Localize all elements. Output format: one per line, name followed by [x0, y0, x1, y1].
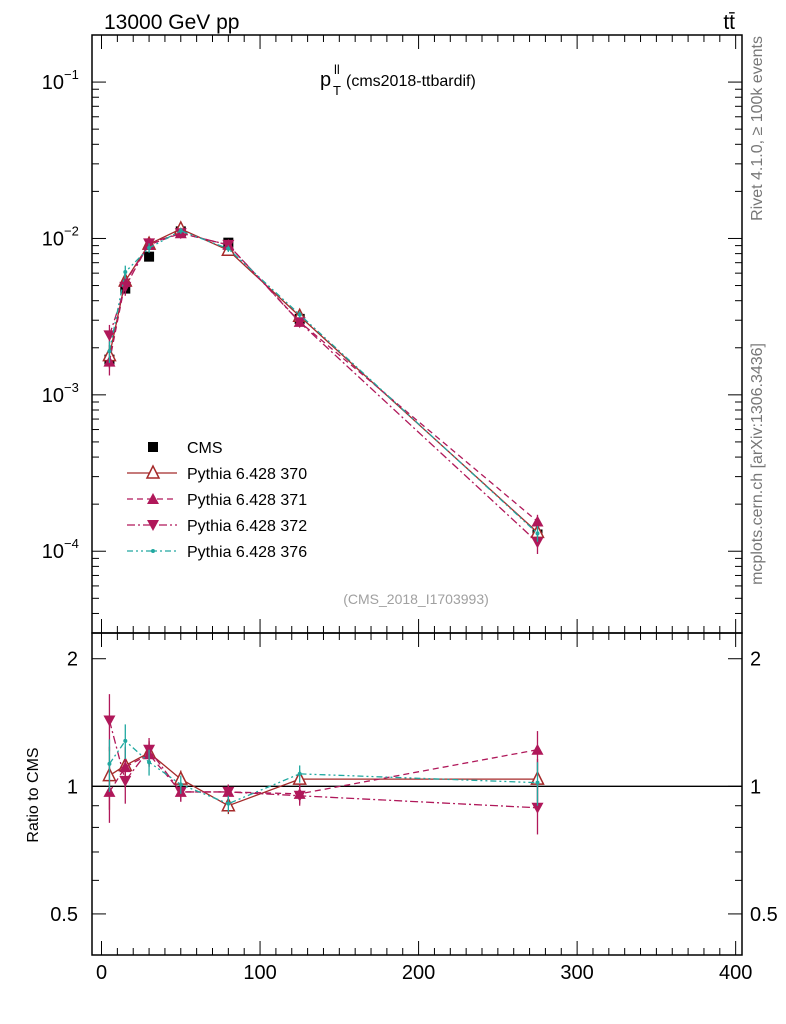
main-ytick-label: 10	[42, 385, 64, 407]
ratio-series-2-point	[119, 775, 132, 787]
legend-marker	[145, 464, 161, 479]
legend-marker	[148, 442, 158, 452]
ratio-series-2-point	[531, 802, 544, 814]
side-label-rivet: Rivet 4.1.0, ≥ 100k events	[749, 36, 766, 221]
legend-marker	[147, 493, 159, 504]
legend: CMS Pythia 6.428 370 Pythia 6.428 371 Pythi…	[127, 440, 307, 561]
series-3-point	[222, 239, 235, 251]
series-4-point	[226, 246, 231, 251]
ratio-series-3-line	[108, 739, 538, 805]
main-ytick-label: 10	[42, 541, 64, 563]
ratio-series-3-point	[123, 738, 128, 743]
legend-label: Pythia 6.428 376	[187, 544, 307, 561]
legend-label: CMS	[187, 440, 223, 457]
series-2-point	[531, 515, 544, 527]
series-3-point	[293, 317, 306, 329]
series-4-point	[297, 312, 302, 317]
series-4-point	[147, 245, 152, 250]
ratio-series-2-point	[222, 786, 235, 798]
ratio-series-2-point	[103, 715, 116, 727]
main-ytick-label-exponent: −4	[64, 536, 79, 551]
main-ytick-label: 10	[42, 228, 64, 250]
ratio-series-3-point	[107, 761, 112, 766]
series-2-line	[108, 232, 538, 522]
ratio-frame	[91, 632, 743, 956]
xtick-label: 100	[243, 962, 276, 984]
series-4-point	[123, 270, 128, 275]
ratio-series-1-line	[108, 749, 538, 795]
series-3-line	[108, 232, 538, 543]
series-4-point	[107, 349, 112, 354]
ratio-series-1-point	[531, 743, 544, 755]
series-1-line	[108, 228, 538, 533]
legend-label: Pythia 6.428 372	[187, 518, 307, 535]
ratio-panel: 0 100 200 300 400 2 2 1 1 0.5 0.5	[50, 632, 778, 984]
ratio-series-3-point	[535, 780, 540, 785]
legend-marker	[151, 549, 155, 553]
ratio-series-3-point	[178, 782, 183, 787]
series-4-point	[535, 531, 540, 536]
legend-label: Pythia 6.428 370	[187, 466, 307, 483]
ratio-ytick-label-right: 1	[750, 776, 761, 798]
legend-marker	[147, 520, 159, 531]
main-panel: 10−110−210−310−4	[42, 34, 743, 647]
series-4-line	[108, 230, 538, 534]
ratio-series-2-point	[293, 790, 306, 802]
side-label-mcplots: mcplots.cern.ch [arXiv:1306.3436]	[749, 343, 766, 585]
series-3-point	[531, 537, 544, 549]
xtick-label: 200	[402, 962, 435, 984]
xtick-label: 0	[96, 962, 107, 984]
ratio-ytick-label-right: 2	[750, 649, 761, 671]
series-4-point	[178, 228, 183, 233]
main-ytick-label-exponent: −1	[64, 67, 79, 82]
legend-label: Pythia 6.428 371	[187, 492, 307, 509]
ratio-ytick-label: 2	[67, 649, 78, 671]
main-ytick-label-exponent: −2	[64, 223, 79, 238]
main-title-rest: (cms2018-ttbardif)	[346, 73, 476, 90]
ratio-ytick-label-right: 0.5	[750, 904, 778, 926]
xtick-label: 400	[719, 962, 752, 984]
main-title: p	[320, 69, 331, 91]
ratio-ylabel: Ratio to CMS	[25, 747, 42, 842]
watermark: (CMS_2018_I1703993)	[343, 591, 489, 607]
main-title-subscript: T	[333, 83, 341, 98]
ratio-series-3-point	[226, 801, 231, 806]
ratio-series-0-line	[109, 751, 538, 807]
main-ytick-label: 10	[42, 72, 64, 94]
ratio-series-3-point	[147, 760, 152, 765]
series-0-point	[144, 251, 155, 262]
series-3-point	[103, 330, 116, 342]
ratio-ytick-label: 0.5	[50, 904, 78, 926]
ratio-ytick-label: 1	[67, 776, 78, 798]
main-ytick-label-exponent: −3	[64, 380, 79, 395]
main-title-superscript: ll	[334, 62, 340, 77]
header-left: 13000 GeV pp	[104, 11, 239, 34]
header-right: tt̄	[723, 11, 735, 34]
ratio-series-3-point	[297, 771, 302, 776]
xtick-label: 300	[560, 962, 593, 984]
ratio-series-2-line	[108, 720, 538, 809]
